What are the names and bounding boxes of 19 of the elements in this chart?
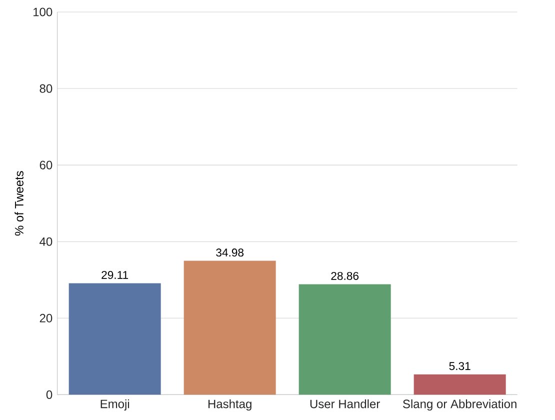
y-tick-label: 100 (34, 8, 52, 16)
x-tick-label: Hashtag (208, 399, 252, 411)
x-tick-label: Slang or Abbreviation (403, 399, 516, 411)
y-tick-label: 80 (40, 84, 52, 93)
y-tick-label: 40 (40, 237, 52, 246)
bar (184, 260, 276, 395)
y-tick-label: 20 (40, 314, 52, 322)
data-label: 28.86 (331, 272, 359, 280)
x-tick-label: Emoji (100, 399, 130, 411)
data-label: 34.98 (216, 248, 244, 257)
bar (298, 284, 391, 395)
y-tick-label: 60 (40, 160, 52, 170)
y-axis-title: % of Tweets (14, 171, 24, 236)
bar (414, 374, 506, 395)
x-tick-label: User Handler (310, 399, 380, 408)
y-tick-label: 0 (46, 390, 52, 399)
bar (68, 283, 161, 395)
data-label: 5.31 (449, 362, 470, 370)
data-label: 29.11 (102, 270, 128, 279)
